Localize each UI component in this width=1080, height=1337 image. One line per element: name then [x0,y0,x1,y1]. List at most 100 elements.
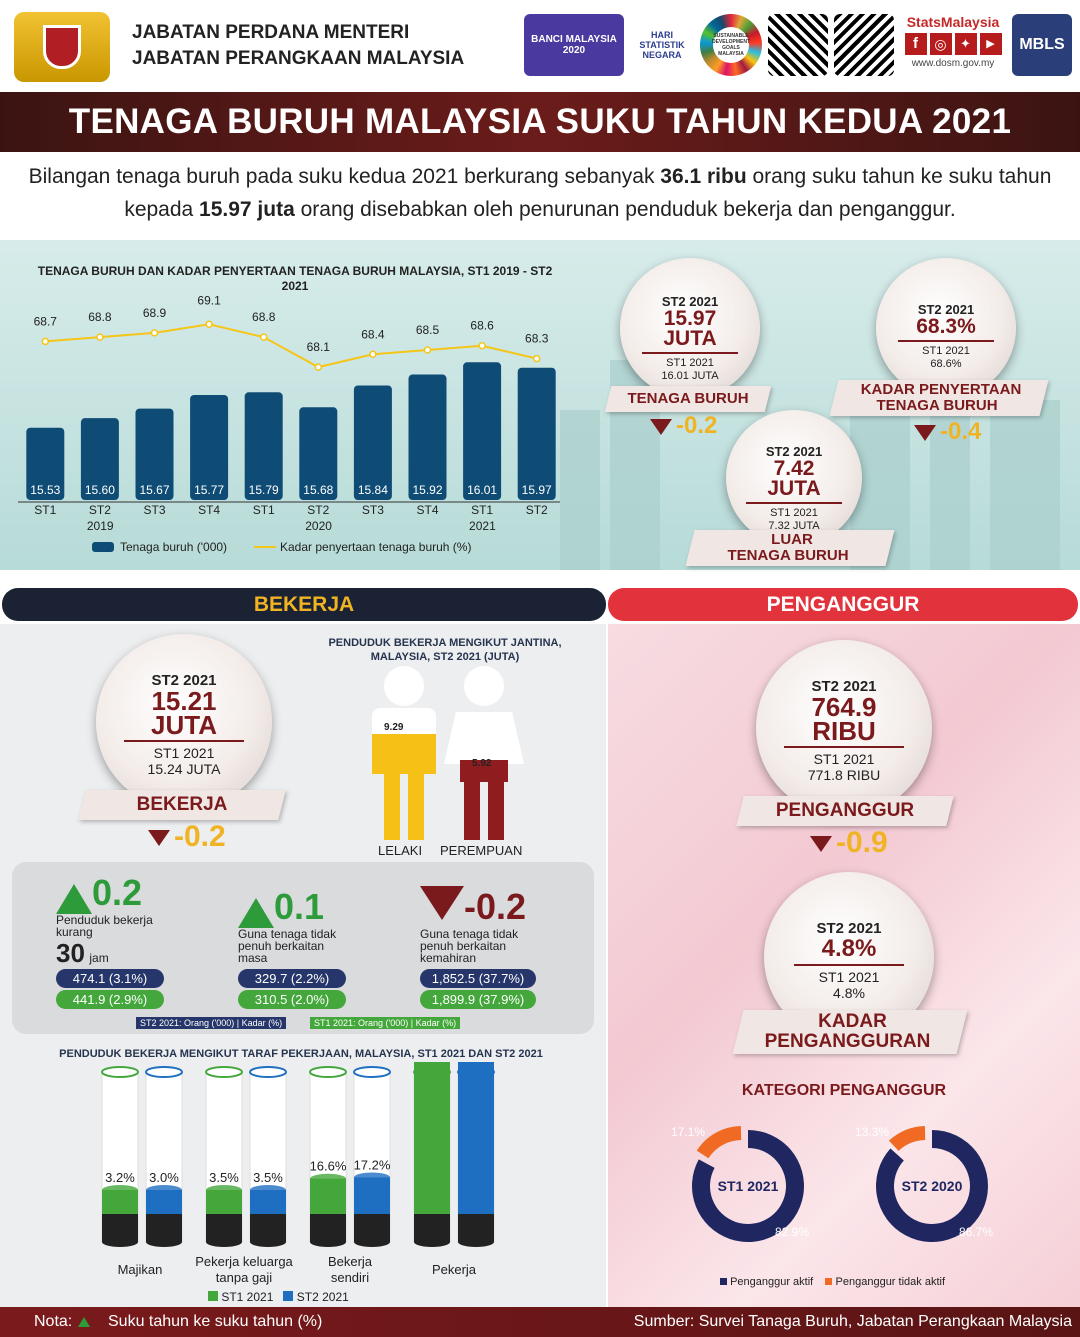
bar-label: 15.53 [30,483,60,497]
kpi-prev-label: ST1 2021 [666,357,714,369]
employment-status-chart: 3.2%3.0%3.5%3.5%16.6%17.2%76.6%76.3% [101,1062,495,1247]
line-label: 68.3 [525,332,549,346]
unemployed-kpi: ST2 2021 764.9 RIBU ST1 2021 771.8 RIBU [756,640,932,816]
intro-text: Bilangan tenaga buruh pada suku kedua 20… [0,160,1080,226]
cylinder-bottom [354,1237,390,1247]
kpi-period: ST2 2021 [917,302,975,317]
kpi-prev: 771.8 RIBU [807,767,881,783]
cylinder-label: 3.5% [209,1170,239,1185]
up-arrow-icon [238,898,274,928]
kpi-period: ST2 2021 [811,678,877,695]
tick-label: ST4 [198,503,220,517]
kpi-prev: 4.8% [833,985,865,1001]
bar [517,367,556,500]
unemployed-ribbon: PENGANGGUR [736,796,954,826]
kpi-prev: 7.32 JUTA [768,520,820,532]
twitter-icon[interactable]: ✦ [954,33,977,55]
year-label: 2021 [469,519,496,533]
kpi-value: 7.42 [773,457,815,480]
bar [135,408,174,500]
cylinder-top [353,1066,391,1078]
bar [190,395,229,500]
category-title: KATEGORI PENGANGGUR [741,1082,947,1099]
cylinder-bottom [102,1237,138,1247]
legend-bar-label: Tenaga buruh ('000) [120,540,227,554]
kpi-prev: 15.24 JUTA [147,761,221,777]
bar-label: 15.92 [412,483,442,497]
cylinder-bottom [146,1237,182,1247]
cylinder-fill [414,1062,450,1242]
stat-1: 0.2 Penduduk bekerja kurang 30 jam [56,872,153,968]
website-link[interactable]: www.dosm.gov.my [911,58,995,69]
bar [80,418,119,500]
donut-tidak-aktif-slice [888,1126,926,1151]
cylinder-bottom [310,1237,346,1247]
youtube-icon[interactable]: ▶ [979,33,1002,55]
gender-figures [372,666,524,840]
donut-legend: Penganggur aktif Penganggur tidak aktif [720,1276,945,1288]
kpi-prev-label: ST1 2021 [770,507,818,519]
status-title: PENDUDUK BEKERJA MENGIKUT TARAF PEKERJAA… [59,1048,543,1060]
footer-nota-text: Suku tahun ke suku tahun (%) [108,1313,323,1330]
kpi-period: ST2 2021 [765,444,823,459]
intro-bold-2: 15.97 juta [199,198,295,221]
footer-nota: Nota: [34,1313,73,1330]
line-point [150,329,159,337]
qr-code-2[interactable] [834,14,894,76]
cylinder-top [249,1066,287,1078]
chart-title: TENAGA BURUH DAN KADAR PENYERTAAN TENAGA… [37,264,553,293]
line-point [259,333,268,341]
kpi-period: ST2 2021 [661,294,719,309]
up-arrow-icon [56,884,92,914]
down-arrow-icon [650,418,672,435]
stat-1-st2: 474.1 (3.1%) [56,969,164,988]
penganggur-band: PENGANGGUR [608,588,1078,621]
down-arrow-icon [810,836,832,853]
cylinder-fill-top [250,1185,286,1195]
donut-tidak-aktif-slice [696,1126,742,1159]
male-value: 9.29 [384,722,404,733]
employed-kpi: ST2 2021 15.21 JUTA ST1 2021 15.24 JUTA [96,634,272,810]
header: JABATAN PERDANA MENTERI JABATAN PERANGKA… [0,0,1080,92]
line-label: 68.4 [361,327,385,341]
facebook-icon[interactable]: f [904,33,927,55]
year-label: 2019 [87,519,114,533]
line-point [205,320,213,329]
org-line-2: JABATAN PERANGKAAN MALAYSIA [132,48,465,69]
kpi-unit: JUTA [663,327,717,350]
labour-force-kpi: ST2 2021 15.97 JUTA ST1 2021 16.01 JUTA [620,258,760,398]
intro-part-1: Bilangan tenaga buruh pada suku kedua 20… [28,165,661,188]
qr-code-1[interactable] [768,14,828,76]
title-bar: TENAGA BURUH MALAYSIA SUKU TAHUN KEDUA 2… [0,92,1080,152]
bar-label: 15.60 [85,483,115,497]
instagram-icon[interactable]: ◎ [929,33,952,55]
line-point [532,354,541,363]
participation-rate-change: -0.4 [914,418,981,446]
cylinder-bottom [206,1237,242,1247]
footer-source: Sumber: Survei Tanaga Buruh, Jabatan Per… [633,1313,1072,1330]
up-arrow-icon [78,1317,90,1327]
bar [299,407,338,500]
participation-rate-kpi: ST2 2021 68.3% ST1 2021 68.6% [876,258,1016,398]
org-name: JABATAN PERDANA MENTERI JABATAN PERANGKA… [132,20,464,72]
footer: Nota: Suku tahun ke suku tahun (%) Sumbe… [0,1307,1080,1337]
cylinder-label: 3.2% [105,1170,135,1185]
stat-2: 0.1 Guna tenaga tidak penuh berkaitan ma… [238,886,337,965]
year-label: 2020 [305,519,332,533]
bar-label: 15.67 [139,483,169,497]
stat-1-st1: 441.9 (2.9%) [56,990,164,1009]
bar-label: 15.79 [249,483,279,497]
cylinder-bottom [458,1237,494,1247]
cylinder-fill-top [310,1173,346,1184]
labour-force-chart: 15.53 68.7 ST1 15.60 68.8 ST2 15.67 68.9 ST3 15.7… [18,293,560,554]
tick-label: ST1 [34,503,56,517]
female-label: PEREMPUAN [440,843,523,858]
tick-label: ST1 [253,503,275,517]
kpi-prev-label: ST1 2021 [922,345,970,357]
cylinder-bottom [250,1237,286,1247]
cylinder-top [309,1066,347,1078]
gender-title: PENDUDUK BEKERJA MENGIKUT JANTINA, MALAY… [328,637,562,663]
donut-tidak-label: 17.1% [671,1125,705,1139]
donut-center-label: ST2 2020 [902,1178,963,1194]
cylinder-fill-top [354,1172,390,1183]
